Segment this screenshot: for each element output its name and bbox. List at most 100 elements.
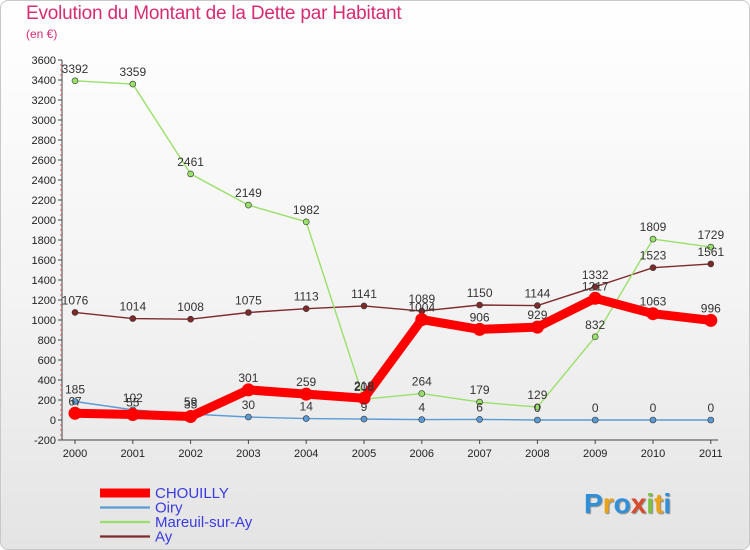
legend-label: Mareuil-sur-Ay bbox=[155, 514, 253, 531]
data-label: 0 bbox=[707, 401, 714, 415]
data-point bbox=[245, 201, 252, 209]
data-label: 1150 bbox=[467, 286, 493, 300]
x-tick-label: 2010 bbox=[641, 448, 665, 460]
data-point bbox=[707, 416, 715, 424]
data-label: 1008 bbox=[177, 300, 204, 314]
y-tick-label: 1200 bbox=[32, 295, 56, 307]
series-line-ay bbox=[74, 263, 712, 320]
x-tick-label: 2009 bbox=[583, 448, 607, 460]
data-label: 0 bbox=[592, 401, 599, 415]
logo-letter: x bbox=[630, 488, 647, 519]
y-tick-label: 3400 bbox=[32, 75, 56, 87]
data-point bbox=[360, 302, 368, 310]
x-tick-label: 2004 bbox=[294, 448, 318, 460]
logo-letter: i bbox=[663, 488, 672, 519]
data-point bbox=[591, 333, 599, 341]
x-tick-label: 2001 bbox=[121, 448, 145, 460]
data-point bbox=[418, 390, 426, 397]
x-tick-label: 2006 bbox=[410, 448, 434, 460]
data-point bbox=[71, 77, 79, 85]
data-point bbox=[241, 383, 255, 397]
data-point bbox=[415, 313, 429, 327]
data-label: 1014 bbox=[119, 300, 146, 314]
data-point bbox=[71, 398, 79, 405]
y-tick-label: 1800 bbox=[32, 235, 56, 247]
data-label: 1113 bbox=[294, 290, 319, 304]
data-point bbox=[707, 260, 715, 268]
data-label: 1089 bbox=[408, 292, 435, 306]
x-tick-label: 2000 bbox=[63, 448, 87, 460]
data-point bbox=[649, 235, 657, 243]
data-point bbox=[476, 301, 483, 309]
data-point bbox=[187, 315, 194, 323]
data-point bbox=[588, 291, 602, 305]
data-point bbox=[184, 410, 198, 423]
logo-letter: o bbox=[613, 488, 631, 519]
data-label: 929 bbox=[527, 308, 547, 322]
x-tick-label: 2003 bbox=[236, 448, 260, 460]
data-label: 906 bbox=[470, 310, 490, 324]
y-tick-label: 200 bbox=[38, 395, 56, 407]
data-label: 4 bbox=[418, 401, 425, 415]
data-label: 35 bbox=[184, 398, 198, 412]
x-tick-label: 2002 bbox=[178, 448, 202, 460]
y-tick-label: 2400 bbox=[32, 175, 56, 187]
chart-title: Evolution du Montant de la Dette par Hab… bbox=[26, 3, 402, 24]
legend-label: CHOUILLY bbox=[155, 485, 229, 502]
y-tick-label: 2800 bbox=[32, 135, 56, 147]
data-point bbox=[68, 406, 82, 420]
data-label: 1063 bbox=[640, 295, 667, 309]
y-tick-label: -200 bbox=[34, 435, 56, 447]
data-label: 0 bbox=[534, 401, 541, 415]
data-point bbox=[476, 416, 483, 423]
series-lines bbox=[68, 77, 718, 424]
data-point bbox=[534, 403, 541, 411]
data-point bbox=[299, 387, 313, 401]
data-point bbox=[71, 309, 79, 316]
data-label: 185 bbox=[65, 383, 85, 397]
data-label: 55 bbox=[126, 396, 140, 410]
data-label: 129 bbox=[527, 388, 547, 402]
logo-letter: P bbox=[584, 488, 603, 519]
x-tick-label: 2005 bbox=[352, 448, 376, 460]
data-point bbox=[302, 305, 310, 313]
chart-unit-label: (en €) bbox=[26, 27, 58, 41]
data-label: 1982 bbox=[293, 203, 320, 217]
y-tick-label: 400 bbox=[38, 375, 56, 387]
data-point bbox=[591, 416, 599, 424]
data-point bbox=[357, 391, 371, 405]
data-label: 996 bbox=[701, 301, 721, 315]
y-tick-label: 1000 bbox=[32, 315, 56, 327]
data-label: 1217 bbox=[582, 279, 609, 293]
legend-label: Ay bbox=[155, 529, 173, 546]
data-point bbox=[704, 313, 718, 327]
x-tick-label: 2007 bbox=[467, 448, 491, 460]
data-label: 1809 bbox=[640, 220, 667, 234]
data-point bbox=[649, 264, 657, 272]
data-point bbox=[649, 416, 657, 424]
data-point bbox=[302, 218, 310, 226]
data-label: 1076 bbox=[62, 293, 89, 307]
data-label: 3359 bbox=[119, 65, 146, 79]
y-tick-label: 2000 bbox=[32, 215, 56, 227]
series-line-mareuil-sur-ay bbox=[74, 80, 712, 408]
data-point bbox=[187, 170, 194, 178]
data-point bbox=[707, 243, 715, 251]
data-label: 1075 bbox=[235, 294, 262, 308]
axes: -200020040060080010001200140016001800200… bbox=[32, 55, 723, 460]
y-tick-label: 1400 bbox=[32, 275, 56, 287]
y-tick-label: 600 bbox=[38, 355, 56, 367]
data-label: 3392 bbox=[62, 62, 89, 76]
data-label: 2149 bbox=[235, 186, 262, 200]
data-label: 1523 bbox=[640, 249, 667, 263]
data-label: 30 bbox=[242, 398, 256, 412]
data-point bbox=[476, 398, 483, 406]
data-label: 67 bbox=[68, 394, 82, 408]
y-tick-label: 3600 bbox=[32, 55, 56, 67]
y-tick-label: 2600 bbox=[32, 155, 56, 167]
data-label: 218 bbox=[354, 379, 374, 393]
